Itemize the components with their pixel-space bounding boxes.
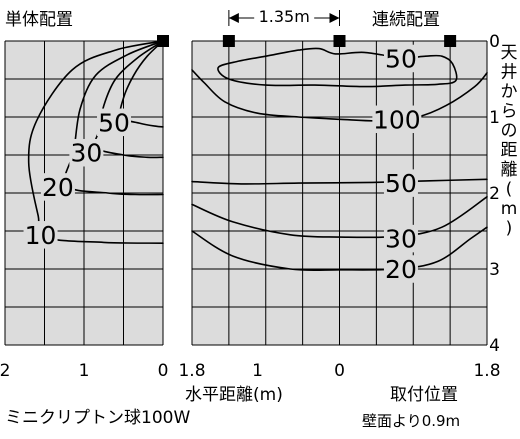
single-panel-title: 単体配置 <box>5 10 73 30</box>
contour-line <box>217 47 458 88</box>
continuous-panel-fixtures <box>222 35 457 47</box>
y-tick-label: 0 <box>489 32 500 52</box>
contour-label: 30 <box>70 139 102 168</box>
spacing-right-arrow <box>329 13 340 23</box>
y-axis-label-char: 離 <box>501 160 518 180</box>
contour-label-bg <box>383 169 418 197</box>
contour-label: 20 <box>385 255 417 284</box>
y-axis-label-char: 井 <box>501 63 518 83</box>
continuous-panel-grid <box>191 40 488 346</box>
contour-line <box>119 40 164 128</box>
y-axis-label-char: ( <box>506 180 513 200</box>
continuous-panel-title: 連続配置 <box>372 10 440 30</box>
fixture-marker <box>157 35 169 47</box>
y-axis-label: 天井からの距離(m) <box>501 43 518 239</box>
contour-label: 30 <box>385 225 417 254</box>
contour-label-bg <box>40 173 75 201</box>
contour-label-bg <box>23 221 58 249</box>
fixture-marker <box>333 35 346 47</box>
x-tick-label: 1 <box>79 361 90 381</box>
y-tick-label: 1 <box>489 108 500 128</box>
spacing-label: 1.35m <box>259 7 310 26</box>
contour-label-bg <box>383 224 418 253</box>
contour-line <box>191 196 488 239</box>
y-tick-label: 3 <box>489 260 500 280</box>
contour-label: 100 <box>373 105 421 134</box>
y-axis-label-char: 距 <box>501 141 518 161</box>
single-panel-fixtures <box>157 35 169 47</box>
mount-position-label: 取付位置 <box>390 385 458 405</box>
contour-label-bg <box>383 255 418 283</box>
fixture-spacing-dimension: 1.35m <box>228 6 340 28</box>
fixture-marker <box>222 35 235 47</box>
spacing-label-background <box>254 6 315 28</box>
contour-label-bg <box>383 44 418 73</box>
x-tick-label: 1.8 <box>178 361 205 381</box>
y-axis-label-char: か <box>501 82 518 102</box>
y-axis-label-char: 天 <box>501 43 518 63</box>
contour-label: 50 <box>98 108 130 137</box>
y-axis-label-char: ら <box>501 102 518 122</box>
contour-label-bg <box>97 108 132 137</box>
distance-y-ticks: 0 1 2 3 4 <box>489 32 500 356</box>
y-tick-label: 4 <box>489 336 500 356</box>
fixture-marker <box>444 35 457 47</box>
contour-line <box>191 69 488 122</box>
contour-label-bg <box>69 138 104 167</box>
continuous-panel-x-ticks: 1.8 1 0 1.8 <box>178 361 500 381</box>
y-axis-label-char: の <box>501 121 518 141</box>
contour-label: 50 <box>385 169 417 198</box>
x-axis-label: 水平距離(m) <box>185 385 283 405</box>
wall-distance-label: 壁面より0.9m <box>362 412 460 430</box>
y-axis-label-char: m <box>501 199 518 219</box>
single-panel-x-ticks: 2 1 0 <box>0 361 168 381</box>
contour-label: 50 <box>385 44 417 73</box>
contour-label: 20 <box>42 173 74 202</box>
lamp-model-label: ミニクリプトン球100W <box>5 408 190 428</box>
contour-line <box>27 40 164 244</box>
contour-line <box>191 226 488 272</box>
x-tick-label: 1 <box>252 361 263 381</box>
single-panel-grid <box>4 40 164 346</box>
contour-line <box>191 178 488 185</box>
contour-label-bg <box>372 105 422 134</box>
y-axis-label-char: ) <box>506 219 513 239</box>
x-tick-label: 0 <box>334 361 345 381</box>
contour-label: 10 <box>25 221 57 250</box>
x-tick-label: 1.8 <box>473 361 500 381</box>
spacing-left-arrow <box>228 13 239 23</box>
y-tick-label: 2 <box>489 184 500 204</box>
x-tick-label: 0 <box>158 361 169 381</box>
x-tick-label: 2 <box>0 361 10 381</box>
